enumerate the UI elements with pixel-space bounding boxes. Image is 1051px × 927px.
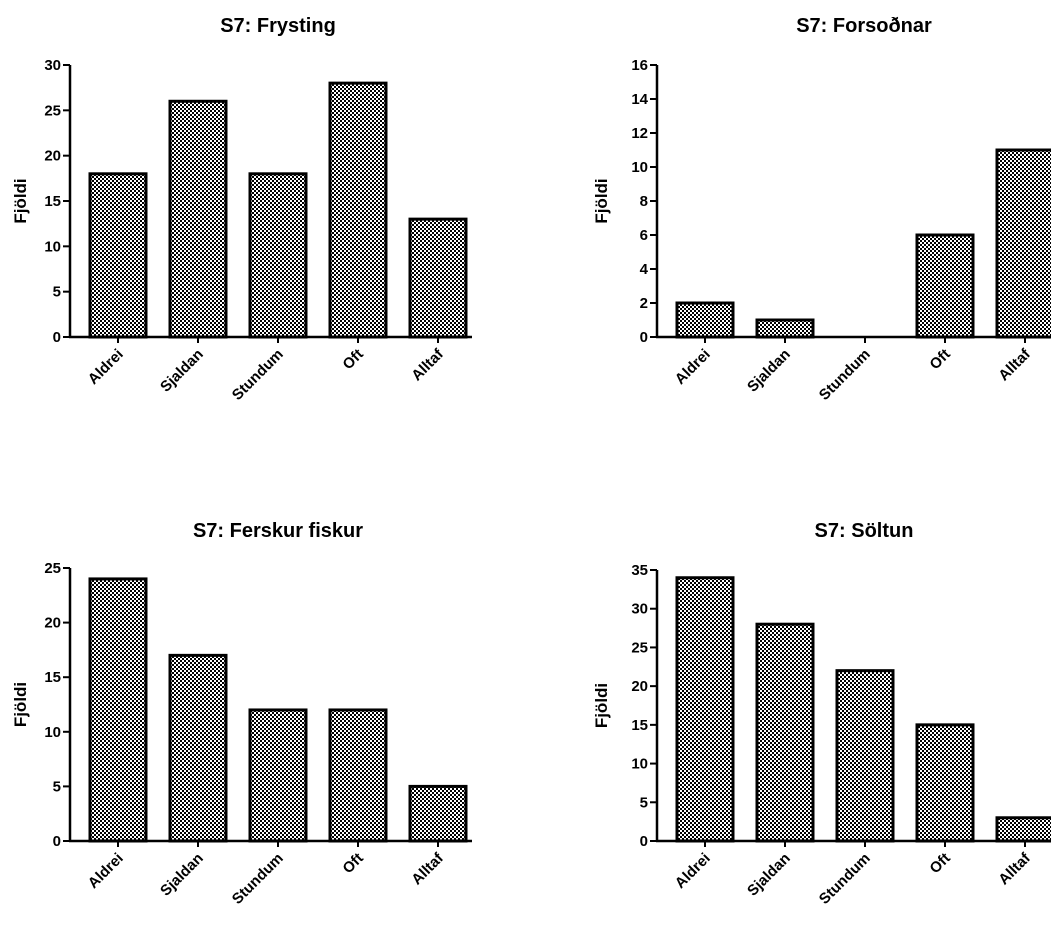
- category-label: Oft: [339, 346, 366, 373]
- category-label: Stundum: [229, 850, 287, 908]
- category-label: Oft: [926, 850, 953, 877]
- bar: [408, 217, 468, 339]
- y-tick-label: 5: [53, 778, 61, 795]
- y-tick-label: 10: [44, 724, 61, 741]
- y-axis-label: Fjöldi: [592, 178, 611, 223]
- y-tick-label: 14: [631, 91, 648, 108]
- category-label: Aldrei: [85, 850, 127, 892]
- chart-panel: S7: Frysting Fjöldi Aldrei Sjaldan Stundum Of…: [11, 15, 472, 404]
- bar: [995, 148, 1051, 339]
- y-tick-label: 15: [44, 669, 61, 686]
- y-tick-label: 10: [44, 238, 61, 255]
- y-axis-label: Fjöldi: [11, 178, 30, 223]
- bar: [755, 622, 815, 843]
- chart-panel: S7: Söltun Fjöldi Aldrei Sjaldan Stundum Oft A…: [592, 520, 1051, 908]
- chart-title: S7: Söltun: [815, 520, 914, 542]
- y-tick-label: 20: [44, 148, 61, 165]
- y-tick-label: 30: [631, 601, 648, 618]
- bar: [168, 99, 228, 339]
- y-tick-label: 16: [631, 57, 648, 74]
- category-label: Alltaf: [408, 345, 447, 384]
- y-tick-label: 5: [53, 284, 61, 301]
- y-tick-label: 15: [44, 193, 61, 210]
- category-label: Stundum: [229, 346, 287, 404]
- category-label: Alltaf: [995, 849, 1034, 888]
- bar: [88, 172, 148, 339]
- bar: [248, 708, 308, 843]
- y-tick-label: 25: [44, 102, 61, 119]
- bar: [168, 653, 228, 843]
- bar: [915, 723, 975, 843]
- chart-panel: S7: Ferskur fiskur Fjöldi Aldrei Sjaldan Stu…: [11, 520, 472, 908]
- bar: [88, 577, 148, 843]
- bar: [248, 172, 308, 339]
- bar: [328, 81, 388, 339]
- category-label: Aldrei: [672, 850, 714, 892]
- category-label: Sjaldan: [744, 346, 794, 396]
- y-tick-label: 35: [631, 562, 648, 579]
- y-tick-label: 2: [640, 295, 648, 312]
- y-tick-label: 4: [640, 261, 649, 278]
- y-tick-label: 15: [631, 717, 648, 734]
- bar: [995, 816, 1051, 843]
- y-axis-label: Fjöldi: [11, 682, 30, 727]
- chart-title: S7: Frysting: [220, 15, 336, 37]
- y-tick-label: 10: [631, 756, 648, 773]
- bar: [915, 233, 975, 339]
- y-axis-label: Fjöldi: [592, 683, 611, 728]
- category-label: Oft: [926, 346, 953, 373]
- chart-title: S7: Ferskur fiskur: [193, 520, 363, 542]
- category-label: Alltaf: [995, 345, 1034, 384]
- bar: [675, 576, 735, 843]
- category-label: Oft: [339, 850, 366, 877]
- bar: [835, 669, 895, 843]
- category-label: Sjaldan: [744, 850, 794, 900]
- category-label: Alltaf: [408, 849, 447, 888]
- y-tick-label: 0: [640, 833, 648, 850]
- category-label: Aldrei: [85, 346, 127, 388]
- y-tick-label: 10: [631, 159, 648, 176]
- y-tick-label: 8: [640, 193, 648, 210]
- y-tick-label: 25: [44, 560, 61, 577]
- bar: [755, 318, 815, 339]
- category-label: Stundum: [816, 850, 874, 908]
- chart-layer: S7: Frysting Fjöldi Aldrei Sjaldan Stundum Of…: [11, 15, 1051, 908]
- y-tick-label: 0: [640, 329, 648, 346]
- bar: [328, 708, 388, 843]
- category-label: Sjaldan: [157, 346, 207, 396]
- y-tick-label: 25: [631, 639, 648, 656]
- y-tick-label: 20: [44, 615, 61, 632]
- category-label: Sjaldan: [157, 850, 207, 900]
- y-tick-label: 20: [631, 678, 648, 695]
- y-tick-label: 30: [44, 57, 61, 74]
- bar: [675, 301, 735, 339]
- y-tick-label: 0: [53, 329, 61, 346]
- category-label: Aldrei: [672, 346, 714, 388]
- y-tick-label: 5: [640, 794, 648, 811]
- y-tick-label: 0: [53, 833, 61, 850]
- category-label: Stundum: [816, 346, 874, 404]
- y-tick-label: 12: [631, 125, 648, 142]
- bar: [408, 784, 468, 843]
- chart-title: S7: Forsoðnar: [796, 15, 932, 37]
- chart-panel: S7: Forsoðnar Fjöldi Aldrei Sjaldan Stundum O…: [592, 15, 1051, 404]
- y-tick-label: 6: [640, 227, 648, 244]
